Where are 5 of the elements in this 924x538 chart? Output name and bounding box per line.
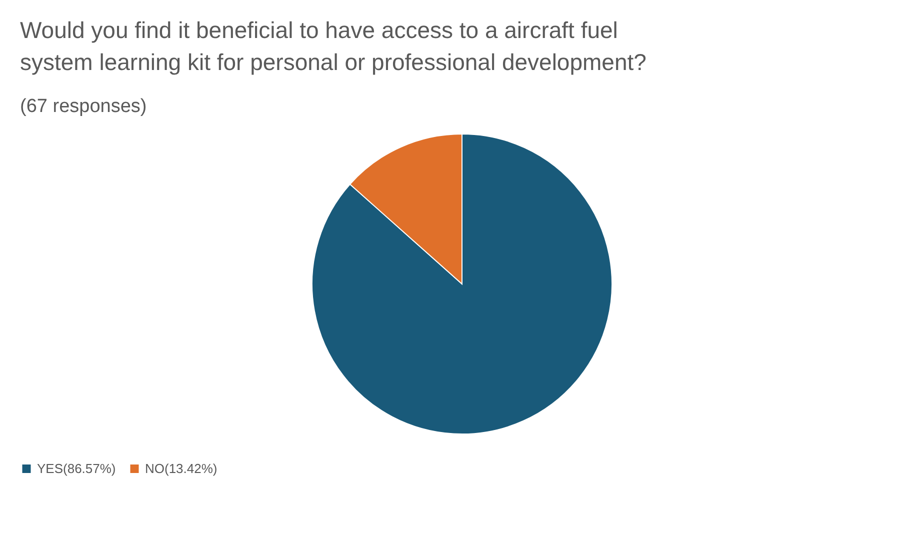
chart-subtitle: (67 responses)	[20, 96, 147, 117]
chart-title: Would you find it beneficial to have access to a aircraft fuel system learning kit for personal or professional development?	[20, 17, 646, 75]
legend-label: YES(86.57%)	[37, 460, 116, 476]
legend-label: NO(13.42%)	[145, 460, 218, 476]
pie-slice	[312, 134, 612, 434]
